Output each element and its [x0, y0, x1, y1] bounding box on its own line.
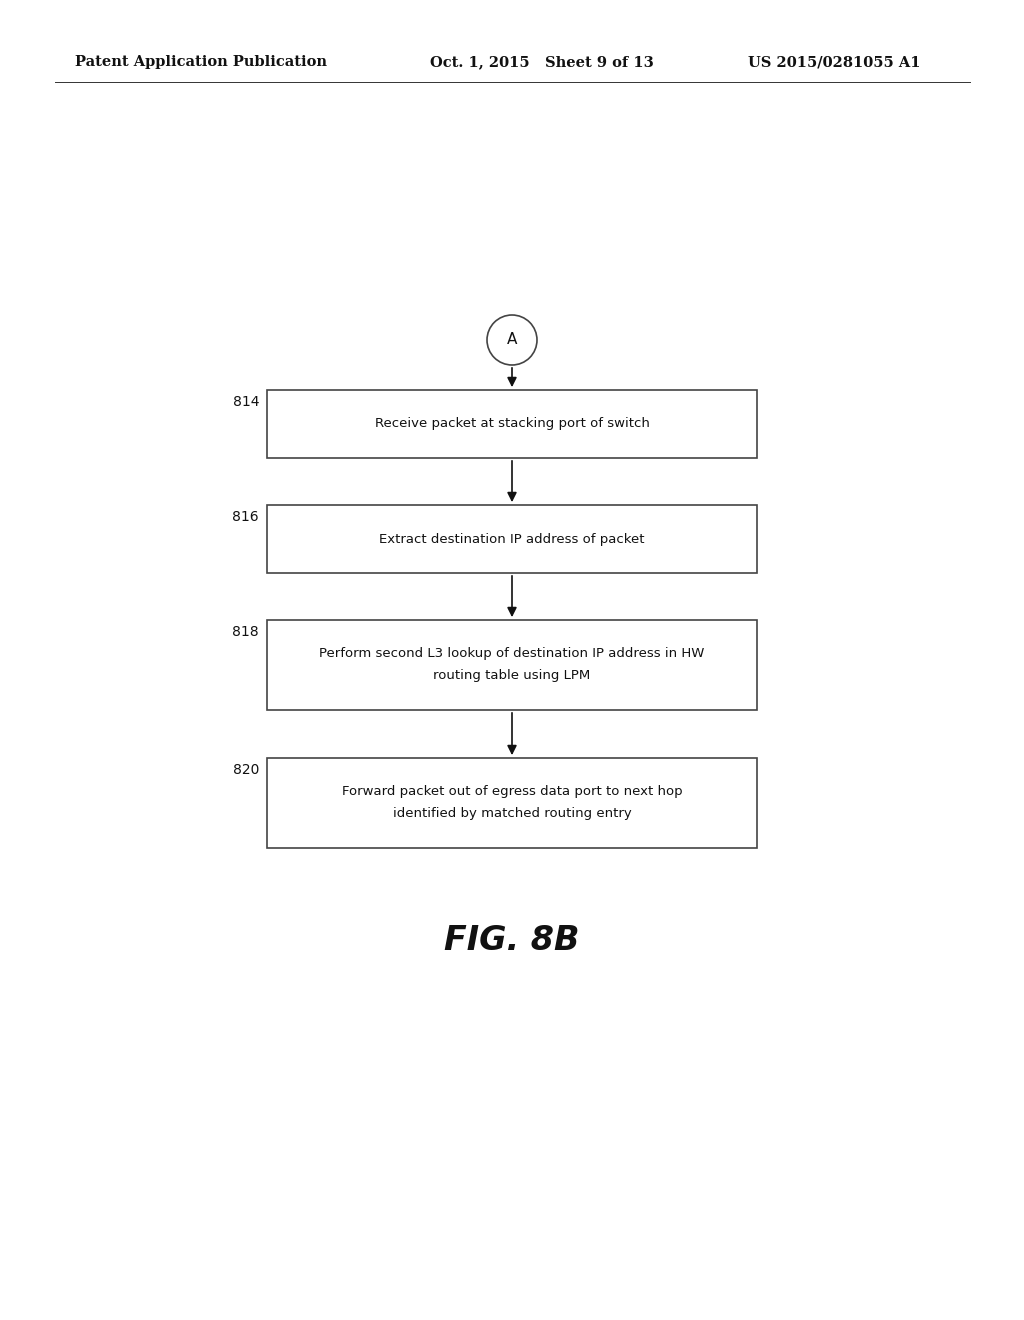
Bar [267, 506, 757, 573]
Text: A: A [507, 333, 517, 347]
Text: 818: 818 [232, 624, 259, 639]
Text: US 2015/0281055 A1: US 2015/0281055 A1 [748, 55, 920, 69]
Bar [267, 620, 757, 710]
Text: Receive packet at stacking port of switch: Receive packet at stacking port of switc… [375, 417, 649, 430]
Text: 820: 820 [232, 763, 259, 777]
Text: FIG. 8B: FIG. 8B [444, 924, 580, 957]
Text: Forward packet out of egress data port to next hop: Forward packet out of egress data port t… [342, 785, 682, 799]
Text: Extract destination IP address of packet: Extract destination IP address of packet [379, 532, 645, 545]
Bar [267, 758, 757, 847]
Text: routing table using LPM: routing table using LPM [433, 669, 591, 682]
Text: Oct. 1, 2015   Sheet 9 of 13: Oct. 1, 2015 Sheet 9 of 13 [430, 55, 653, 69]
Bar [267, 389, 757, 458]
Text: Patent Application Publication: Patent Application Publication [75, 55, 327, 69]
Text: 816: 816 [232, 510, 259, 524]
Text: 814: 814 [232, 395, 259, 409]
Text: identified by matched routing entry: identified by matched routing entry [392, 808, 632, 821]
Text: Perform second L3 lookup of destination IP address in HW: Perform second L3 lookup of destination … [319, 648, 705, 660]
